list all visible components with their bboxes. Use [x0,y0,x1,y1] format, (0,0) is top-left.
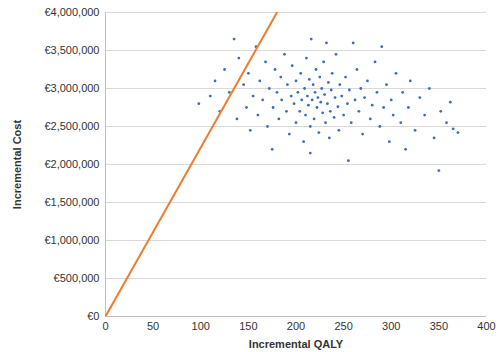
svg-text:Incremental QALY: Incremental QALY [249,338,344,350]
svg-text:€3,500,000: €3,500,000 [44,44,99,56]
svg-text:150: 150 [239,320,257,332]
svg-text:200: 200 [287,320,305,332]
svg-text:50: 50 [147,320,159,332]
svg-text:€1,000,000: €1,000,000 [44,234,99,246]
svg-text:400: 400 [477,320,495,332]
svg-text:250: 250 [334,320,352,332]
svg-text:€3,000,000: €3,000,000 [44,82,99,94]
svg-text:€4,000,000: €4,000,000 [44,6,99,18]
svg-text:€1,500,000: €1,500,000 [44,196,99,208]
svg-text:300: 300 [382,320,400,332]
svg-text:100: 100 [192,320,210,332]
svg-text:€500,000: €500,000 [54,272,100,284]
svg-text:Incremental Cost: Incremental Cost [11,120,23,210]
svg-text:350: 350 [430,320,448,332]
svg-text:€0: €0 [87,310,99,322]
svg-text:0: 0 [102,320,108,332]
svg-text:€2,500,000: €2,500,000 [44,120,99,132]
svg-text:€2,000,000: €2,000,000 [44,158,99,170]
